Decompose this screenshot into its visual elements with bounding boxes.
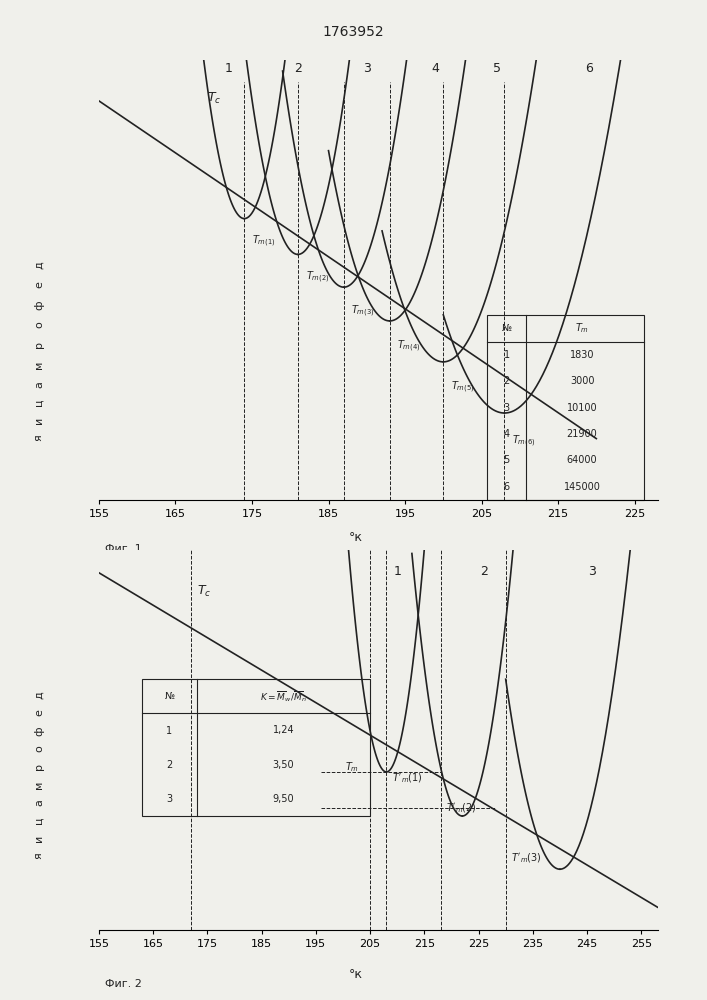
Text: 2: 2 (294, 62, 302, 75)
Text: Фиг. 1: Фиг. 1 (105, 544, 141, 554)
Text: °к: °к (349, 531, 363, 544)
Text: 1: 1 (393, 565, 401, 578)
Text: 3: 3 (503, 403, 510, 413)
Text: $T_c$: $T_c$ (206, 91, 221, 106)
Text: м: м (34, 781, 44, 789)
Text: $T_{m(5)}$: $T_{m(5)}$ (451, 379, 474, 395)
Text: 3: 3 (166, 794, 173, 804)
Text: 2: 2 (480, 565, 488, 578)
Text: 145000: 145000 (563, 482, 600, 492)
Text: 1,24: 1,24 (272, 726, 294, 736)
Text: 3000: 3000 (570, 376, 595, 386)
Text: 10100: 10100 (567, 403, 597, 413)
Text: 4: 4 (432, 62, 440, 75)
Text: ц: ц (34, 398, 44, 406)
Text: ф: ф (34, 300, 44, 310)
Text: д: д (34, 691, 44, 699)
Text: 5: 5 (493, 62, 501, 75)
Text: о: о (34, 746, 44, 752)
Text: р: р (34, 764, 44, 770)
Text: е: е (34, 710, 44, 716)
Text: а: а (34, 800, 44, 806)
Text: №: № (502, 323, 512, 333)
Text: $K=\overline{M}_w/\overline{M}_n$: $K=\overline{M}_w/\overline{M}_n$ (260, 689, 307, 704)
Text: 1: 1 (503, 350, 510, 360)
Bar (487, 315, 643, 500)
Text: 9,50: 9,50 (272, 794, 294, 804)
Text: $T_{m(4)}$: $T_{m(4)}$ (397, 338, 421, 354)
Text: 3: 3 (588, 565, 597, 578)
Text: 2: 2 (503, 376, 510, 386)
Text: 64000: 64000 (567, 455, 597, 465)
Text: д: д (34, 261, 44, 269)
Text: м: м (34, 361, 44, 369)
Text: №: № (165, 691, 175, 701)
Text: 1830: 1830 (570, 350, 595, 360)
Text: я: я (34, 435, 44, 441)
Text: и: и (34, 416, 44, 424)
Text: я: я (34, 853, 44, 859)
Text: 6: 6 (503, 482, 510, 492)
Text: $T_c$: $T_c$ (197, 584, 211, 599)
Text: $T_{m(2)}$: $T_{m(2)}$ (305, 270, 329, 285)
Text: а: а (34, 382, 44, 388)
Text: о: о (34, 322, 44, 328)
Text: $T'_m(2)$: $T'_m(2)$ (446, 802, 477, 815)
Text: $T_{m(3)}$: $T_{m(3)}$ (351, 304, 375, 319)
Text: $T_{m(1)}$: $T_{m(1)}$ (252, 234, 276, 249)
Text: 3,50: 3,50 (272, 760, 294, 770)
Text: $T_m$: $T_m$ (575, 322, 589, 335)
Text: $T_m$: $T_m$ (345, 760, 359, 774)
Text: $T'_m(3)$: $T'_m(3)$ (511, 851, 542, 865)
Text: 3: 3 (363, 62, 370, 75)
Text: ф: ф (34, 726, 44, 736)
Text: ц: ц (34, 816, 44, 824)
Text: $T_{m(6)}$: $T_{m(6)}$ (512, 433, 536, 449)
Text: 6: 6 (585, 62, 592, 75)
Text: Фиг. 2: Фиг. 2 (105, 979, 141, 989)
Text: 5: 5 (503, 455, 510, 465)
Text: 21900: 21900 (567, 429, 597, 439)
Text: 1: 1 (166, 726, 173, 736)
Text: 1763952: 1763952 (322, 25, 385, 39)
Text: р: р (34, 342, 44, 349)
Text: 2: 2 (166, 760, 173, 770)
Text: °к: °к (349, 968, 363, 981)
Text: и: и (34, 834, 44, 842)
Text: 4: 4 (503, 429, 510, 439)
Text: е: е (34, 282, 44, 288)
Text: 1: 1 (225, 62, 233, 75)
Text: $T'_m(1)$: $T'_m(1)$ (392, 771, 423, 785)
